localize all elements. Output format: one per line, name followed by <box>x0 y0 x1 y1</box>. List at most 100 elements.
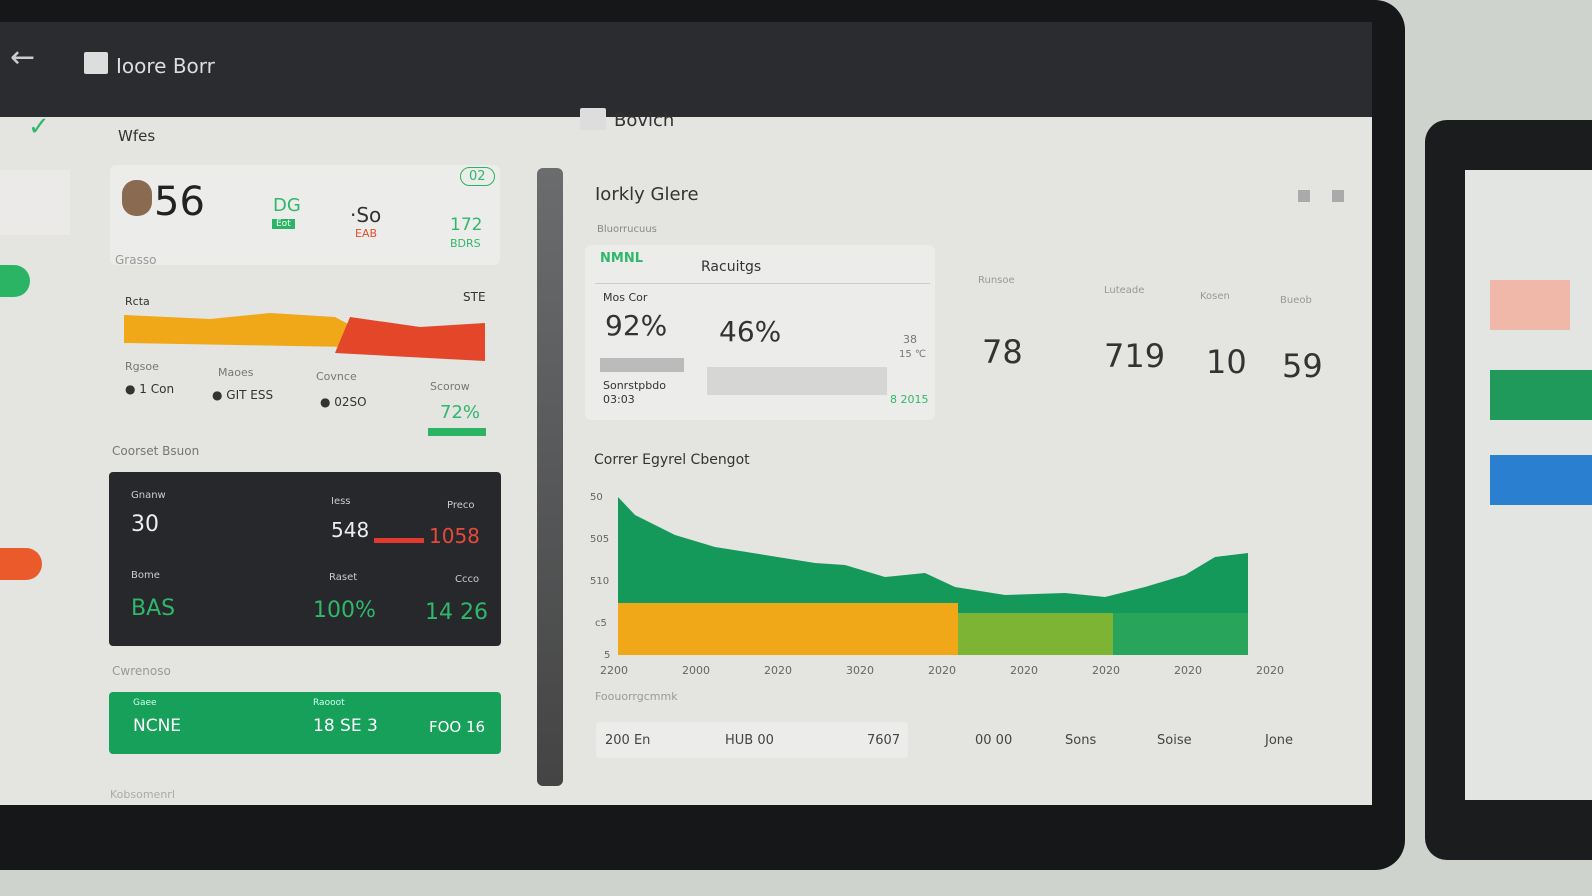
window-button[interactable] <box>1298 190 1310 202</box>
footer-label: Foouorrgcmmk <box>595 690 678 703</box>
stat-value: ● GIT ESS <box>212 388 274 402</box>
panel-subtitle: Bluorrucuus <box>597 224 657 235</box>
card-bar <box>600 358 684 372</box>
band <box>958 613 1113 655</box>
dark-label: Raset <box>329 572 358 583</box>
y-label: 5 <box>604 650 611 661</box>
bottom-value: Soise <box>1157 733 1192 748</box>
trend-segment <box>335 317 485 361</box>
kpi-tag2: Eot <box>272 219 295 229</box>
bottom-card <box>596 722 908 758</box>
stats-row: Rgsoe ● 1 Con Maoes ● GIT ESS Covnce ● 0… <box>120 360 500 440</box>
dark-label: Bome <box>131 570 160 581</box>
summary-card: NMNL Racuitgs Mos Cor 92% 46% Sonrstpbdo… <box>585 245 935 420</box>
dark-label: Gnanw <box>131 490 166 501</box>
dark-value: BAS <box>131 596 176 621</box>
trend-segment <box>124 313 350 347</box>
panel-title: Iorkly Glere <box>595 184 699 205</box>
kpi-badge[interactable]: 02 <box>460 167 495 186</box>
back-arrow[interactable]: ← <box>10 40 36 75</box>
metric-label: Bueob <box>1280 295 1312 306</box>
stat-bar <box>428 428 486 436</box>
y-label: 50 <box>590 492 603 503</box>
side-card <box>0 170 70 235</box>
card-link[interactable]: 8 2015 <box>890 393 929 406</box>
stat-label: Scorow <box>430 380 470 393</box>
green-value: 18 SE 3 <box>313 716 378 736</box>
y-label: 505 <box>590 534 610 545</box>
center-title[interactable]: Bovich <box>614 110 675 131</box>
top-bar: ← Ioore Borr Bovich <box>0 22 1372 131</box>
stat-label: Covnce <box>316 370 357 383</box>
tab[interactable]: Racuitgs <box>701 259 762 275</box>
card-note: Sonrstpbdo <box>603 379 666 392</box>
dark-label: Preco <box>447 500 475 511</box>
tab-active[interactable]: NMNL <box>600 251 643 266</box>
bottom-value: HUB 00 <box>725 733 774 748</box>
stat-value: ● 1 Con <box>125 382 175 396</box>
x-axis: 2200 2000 2020 3020 2020 2020 2020 2020 2020 <box>600 664 1284 684</box>
metric-value: 719 <box>1104 337 1166 375</box>
bottom-value: 7607 <box>867 733 901 748</box>
x-label: 2020 <box>928 664 956 677</box>
area-series <box>618 497 1248 615</box>
dark-value: 548 <box>331 518 370 542</box>
block <box>1490 370 1592 420</box>
bottom-value: Sons <box>1065 733 1097 748</box>
tab-divider <box>595 283 930 284</box>
dark-value: 1058 <box>429 524 480 548</box>
dark-value: 14 26 <box>425 600 488 625</box>
x-label: 3020 <box>846 664 874 677</box>
metric-value: 78 <box>982 333 1023 371</box>
kpi-value: 56 <box>154 179 205 225</box>
kpi-card: 56 DG Eot ·So EAB 172 BDRS 02 <box>110 165 500 265</box>
green-card[interactable]: Gaee NCNE Raooot 18 SE 3 FOO 16 <box>109 692 501 754</box>
kpi-right: 172 <box>450 215 483 235</box>
trend-bar <box>124 313 485 361</box>
green-value: NCNE <box>133 716 182 736</box>
bottom-value: 00 00 <box>975 733 1013 748</box>
area-chart <box>618 497 1248 655</box>
dark-label: Iess <box>331 496 351 507</box>
x-label: 2020 <box>1256 664 1284 677</box>
window-button[interactable] <box>1332 190 1344 202</box>
dark-value: 100% <box>313 598 376 623</box>
x-label: 2020 <box>764 664 792 677</box>
block <box>1490 455 1592 505</box>
footer-text: Kobsomenrl <box>110 788 175 801</box>
side-pill <box>0 548 42 580</box>
x-label: 2020 <box>1174 664 1202 677</box>
trend-left: Rcta <box>125 295 150 308</box>
green-value: FOO 16 <box>429 718 486 736</box>
card-value: 92% <box>605 309 668 342</box>
stat-label: Maoes <box>218 366 254 379</box>
search-icon <box>580 108 606 130</box>
x-label: 2020 <box>1010 664 1038 677</box>
check-icon: ✓ <box>28 112 50 142</box>
card-side: 38 <box>903 333 917 346</box>
card-label: Mos Cor <box>603 291 648 304</box>
stat-value: 72% <box>440 402 481 423</box>
band <box>618 603 958 655</box>
bottom-value: Jone <box>1265 733 1294 748</box>
metric-value: 10 <box>1206 343 1247 381</box>
kpi-mid: ·So <box>350 203 382 227</box>
bottom-value: 200 En <box>605 733 651 748</box>
dark-card: Gnanw 30 Iess 548 Preco 1058 Bome BAS Ra… <box>109 472 501 646</box>
metric-label: Luteade <box>1104 285 1145 296</box>
app-icon <box>84 52 108 74</box>
block <box>1490 280 1570 330</box>
kpi-tag: DG <box>273 195 301 216</box>
section-title: Wfes <box>118 127 156 145</box>
y-label: c5 <box>595 618 607 629</box>
metric-label: Runsoe <box>978 275 1015 286</box>
side-pill <box>0 265 30 297</box>
metrics-row: Runsoe 78 Luteade 719 Kosen 10 Bueob 59 <box>960 265 1340 435</box>
scrollbar[interactable] <box>537 168 563 786</box>
green-label: Gaee <box>133 698 157 708</box>
bottom-row: 200 En HUB 00 7607 00 00 Sons Soise Jone <box>605 733 1345 753</box>
card-time: 03:03 <box>603 393 635 406</box>
app-title: Ioore Borr <box>116 54 215 78</box>
stat-value: ● 02SO <box>320 395 367 409</box>
section-title: Cwrenoso <box>112 664 171 678</box>
